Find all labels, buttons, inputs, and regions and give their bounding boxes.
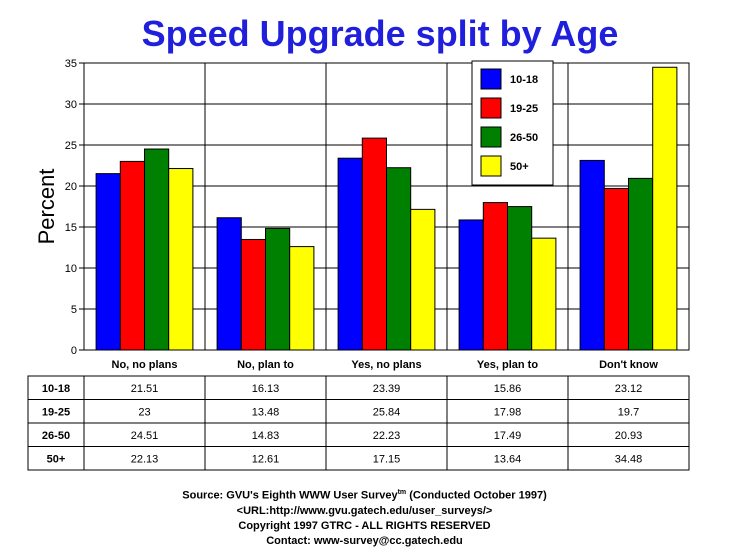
legend-label: 50+ bbox=[510, 161, 529, 173]
table-cell: 19.7 bbox=[618, 406, 639, 418]
bars bbox=[95, 66, 678, 351]
y-tick-label: 10 bbox=[65, 263, 77, 275]
table-cell: 13.48 bbox=[252, 406, 280, 418]
table-cell: 25.84 bbox=[373, 406, 401, 418]
legend-swatch bbox=[480, 155, 502, 177]
table-cell: 21.51 bbox=[131, 383, 159, 395]
source-prefix: Source: GVU's Eighth WWW User Survey bbox=[182, 489, 398, 502]
table-cell: 16.13 bbox=[252, 383, 280, 395]
legend-swatch bbox=[480, 68, 502, 90]
legend-label: 19-25 bbox=[510, 103, 538, 115]
table-cell: 17.15 bbox=[373, 453, 401, 465]
source-line: Source: GVU's Eighth WWW User Surveytm (… bbox=[0, 485, 729, 504]
bar bbox=[507, 206, 533, 351]
source-suffix: (Conducted October 1997) bbox=[406, 489, 547, 502]
bar bbox=[95, 173, 121, 351]
axes: 0 5 10 15 20 25 30 35 No, no plans No, plan to Yes… bbox=[65, 58, 690, 371]
chart-title: Speed Upgrade split by Age bbox=[142, 13, 619, 54]
legend-swatch bbox=[480, 126, 502, 148]
table-row-header: 26-50 bbox=[42, 430, 70, 442]
bar bbox=[579, 159, 605, 351]
bar bbox=[216, 217, 242, 351]
table-cell: 22.23 bbox=[373, 430, 401, 442]
bar bbox=[289, 246, 315, 351]
table-cell: 20.93 bbox=[615, 430, 643, 442]
table-cell: 14.83 bbox=[252, 430, 280, 442]
table-cell: 23.12 bbox=[615, 383, 643, 395]
y-tick-label: 5 bbox=[71, 304, 77, 316]
x-tick-label: Don't know bbox=[599, 359, 658, 371]
bar bbox=[119, 160, 146, 351]
plot-frame bbox=[83, 62, 690, 351]
bar bbox=[168, 168, 194, 351]
legend-swatch bbox=[480, 97, 502, 119]
table-cell: 24.51 bbox=[131, 430, 159, 442]
legend-label: 26-50 bbox=[510, 132, 538, 144]
table-cell: 23 bbox=[138, 406, 150, 418]
bar bbox=[265, 227, 291, 351]
table-row-header: 10-18 bbox=[42, 383, 70, 395]
bar bbox=[603, 187, 629, 351]
x-tick-label: No, no plans bbox=[112, 359, 178, 371]
table-cell: 13.64 bbox=[494, 453, 522, 465]
table-cell: 34.48 bbox=[615, 453, 643, 465]
bar bbox=[361, 137, 387, 351]
table-cell: 17.98 bbox=[494, 406, 522, 418]
trademark: tm bbox=[397, 489, 407, 496]
bar bbox=[386, 167, 412, 351]
y-tick-label: 0 bbox=[71, 345, 77, 357]
contact: Contact: www-survey@cc.gatech.edu bbox=[266, 534, 463, 547]
bar bbox=[652, 66, 678, 351]
data-table: 10-18 21.51 16.13 23.39 15.86 23.12 19-25 23 13.… bbox=[27, 375, 690, 471]
table-row-header: 19-25 bbox=[42, 406, 70, 418]
y-axis-label: Percent bbox=[34, 169, 59, 245]
bar bbox=[337, 157, 363, 351]
table-cell: 23.39 bbox=[373, 383, 401, 395]
y-tick-label: 25 bbox=[65, 140, 77, 152]
legend-label: 10-18 bbox=[510, 74, 538, 86]
table-row-header: 50+ bbox=[47, 453, 66, 465]
survey-url: <URL:http://www.gvu.gatech.edu/user_surv… bbox=[236, 504, 493, 517]
bar bbox=[482, 202, 508, 351]
table-cell: 17.49 bbox=[494, 430, 522, 442]
table-cell: 22.13 bbox=[131, 453, 159, 465]
legend: 10-18 19-25 26-50 50+ bbox=[471, 60, 554, 186]
y-tick-label: 30 bbox=[65, 99, 77, 111]
x-tick-label: Yes, plan to bbox=[477, 359, 538, 371]
bar bbox=[240, 238, 267, 351]
table-cell: 12.61 bbox=[252, 453, 280, 465]
x-tick-label: No, plan to bbox=[237, 359, 294, 371]
x-tick-label: Yes, no plans bbox=[351, 359, 421, 371]
y-tick-label: 20 bbox=[65, 181, 77, 193]
bar bbox=[531, 237, 557, 351]
bar bbox=[458, 219, 484, 351]
y-tick-label: 15 bbox=[65, 222, 77, 234]
table-cell: 15.86 bbox=[494, 383, 522, 395]
bar bbox=[410, 208, 436, 351]
bar bbox=[628, 177, 654, 351]
copyright: Copyright 1997 GTRC - ALL RIGHTS RESERVE… bbox=[238, 519, 491, 532]
footer: Source: GVU's Eighth WWW User Surveytm (… bbox=[0, 485, 729, 549]
bar bbox=[144, 148, 170, 351]
y-tick-label: 35 bbox=[65, 58, 77, 70]
